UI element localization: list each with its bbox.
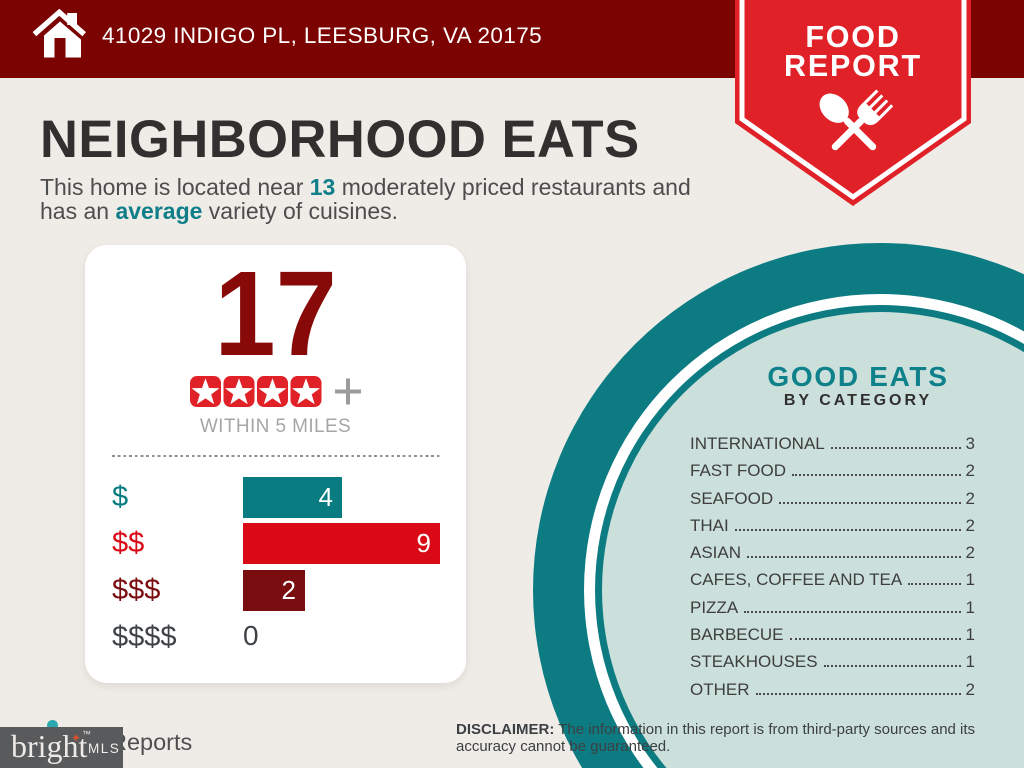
svg-text:REPORT: REPORT xyxy=(784,49,922,83)
svg-text:FOOD: FOOD xyxy=(805,20,900,54)
